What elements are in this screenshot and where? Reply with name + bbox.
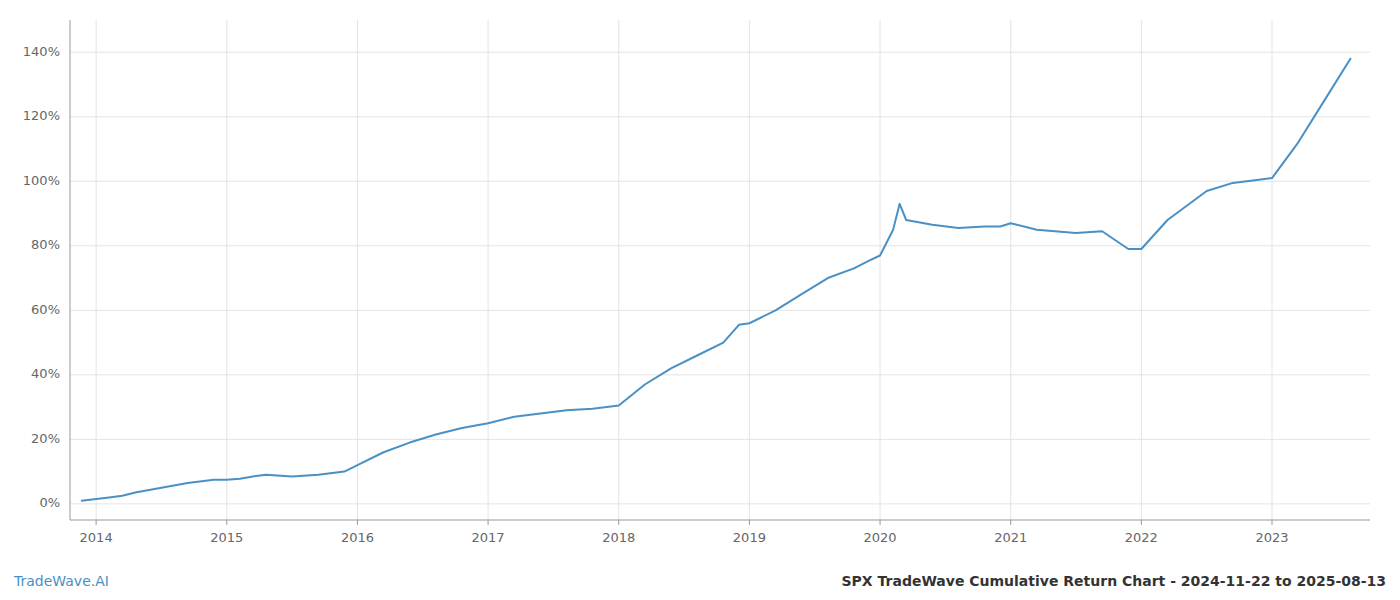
y-grid-line [70,439,1370,440]
x-tick-label: 2015 [210,530,243,545]
x-tick-label: 2018 [602,530,635,545]
y-tick-label: 140% [23,44,60,59]
x-grid-line [618,20,619,520]
x-grid-line [488,20,489,520]
x-tick-mark [1141,520,1142,525]
x-grid-line [880,20,881,520]
x-tick-mark [96,520,97,525]
x-tick-label: 2014 [80,530,113,545]
y-grid-line [70,374,1370,375]
return-line [82,59,1351,501]
y-axis-line [70,20,71,520]
x-tick-label: 2022 [1125,530,1158,545]
axes: 0% 20% 40% 60% 80% 100% 120% 140% 2014 2015 2016 20… [23,20,1370,545]
x-tick-label: 2017 [472,530,505,545]
y-tick-label: 40% [31,366,60,381]
footer-title: SPX TradeWave Cumulative Return Chart - … [842,573,1387,589]
x-tick-label: 2020 [864,530,897,545]
y-tick-label: 20% [31,431,60,446]
x-tick-mark [880,520,881,525]
y-grid-line [70,245,1370,246]
x-grid-line [96,20,97,520]
x-tick-mark [226,520,227,525]
y-tick-label: 60% [31,302,60,317]
x-tick-label: 2016 [341,530,374,545]
chart-svg: 0% 20% 40% 60% 80% 100% 120% 140% 2014 2015 2016 20… [0,0,1400,600]
y-grid-line [70,116,1370,117]
y-tick-label: 100% [23,173,60,188]
x-tick-mark [1010,520,1011,525]
x-tick-mark [618,520,619,525]
y-grid-line [70,181,1370,182]
x-tick-mark [488,520,489,525]
y-tick-label: 80% [31,237,60,252]
y-tick-label: 120% [23,108,60,123]
grid [70,20,1370,520]
y-grid-line [70,503,1370,504]
x-tick-mark [357,520,358,525]
x-grid-line [1141,20,1142,520]
x-tick-label: 2021 [994,530,1027,545]
x-grid-line [1272,20,1273,520]
x-grid-line [749,20,750,520]
x-tick-label: 2019 [733,530,766,545]
x-grid-line [357,20,358,520]
x-tick-label: 2023 [1255,530,1288,545]
plot-area [82,59,1351,501]
x-tick-mark [1272,520,1273,525]
y-grid-line [70,310,1370,311]
x-axis-line [70,520,1370,521]
x-tick-mark [749,520,750,525]
x-grid-line [226,20,227,520]
y-tick-label: 0% [39,495,60,510]
x-grid-line [1010,20,1011,520]
watermark: TradeWave.AI [13,573,109,589]
chart-container: 0% 20% 40% 60% 80% 100% 120% 140% 2014 2015 2016 20… [0,0,1400,600]
y-grid-line [70,52,1370,53]
